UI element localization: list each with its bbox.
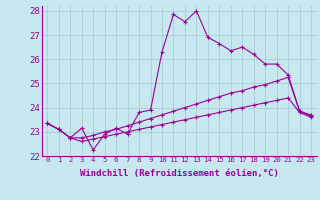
X-axis label: Windchill (Refroidissement éolien,°C): Windchill (Refroidissement éolien,°C): [80, 169, 279, 178]
